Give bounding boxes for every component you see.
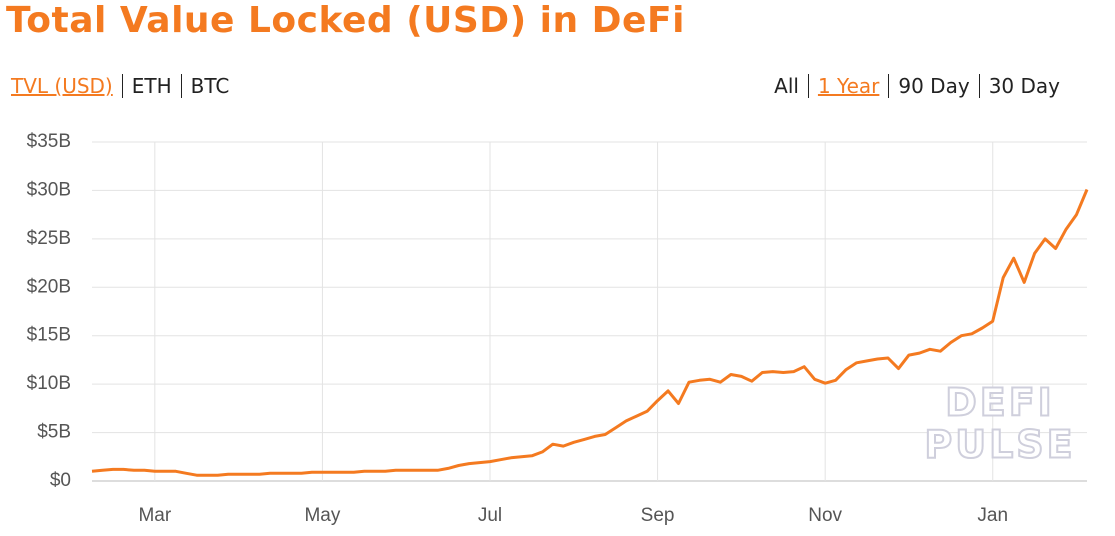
metric-tab[interactable]: TVL (USD) bbox=[11, 74, 113, 98]
y-tick-label: $0 bbox=[50, 470, 71, 491]
y-tick-label: $20B bbox=[27, 276, 71, 297]
range-tabs: All 1 Year 90 Day 30 Day bbox=[765, 74, 1069, 98]
metric-tabs: TVL (USD) ETH BTC bbox=[2, 74, 238, 98]
metric-tab[interactable]: BTC bbox=[180, 74, 239, 98]
range-tab[interactable]: 1 Year bbox=[807, 74, 888, 98]
watermark: DEFI bbox=[945, 381, 1055, 425]
x-tick-label: Jul bbox=[478, 505, 502, 526]
watermark: PULSE bbox=[924, 423, 1075, 467]
x-tick-label: Sep bbox=[641, 505, 675, 526]
x-tick-label: Mar bbox=[138, 505, 171, 526]
x-tick-label: Nov bbox=[808, 505, 842, 526]
metric-tab[interactable]: ETH bbox=[121, 74, 181, 98]
y-tick-label: $10B bbox=[27, 373, 71, 394]
x-tick-label: Jan bbox=[977, 505, 1008, 526]
range-tab[interactable]: 30 Day bbox=[978, 74, 1069, 98]
y-tick-label: $35B bbox=[27, 131, 71, 152]
y-tick-label: $30B bbox=[27, 179, 71, 200]
title: Total Value Locked (USD) in DeFi bbox=[6, 0, 685, 41]
y-tick-label: $25B bbox=[27, 228, 71, 249]
range-tab[interactable]: 90 Day bbox=[888, 74, 978, 98]
y-tick-label: $5B bbox=[37, 422, 71, 443]
y-tick-label: $15B bbox=[27, 325, 71, 346]
x-tick-label: May bbox=[304, 505, 340, 526]
range-tab[interactable]: All bbox=[774, 74, 799, 98]
line bbox=[91, 188, 1089, 477]
